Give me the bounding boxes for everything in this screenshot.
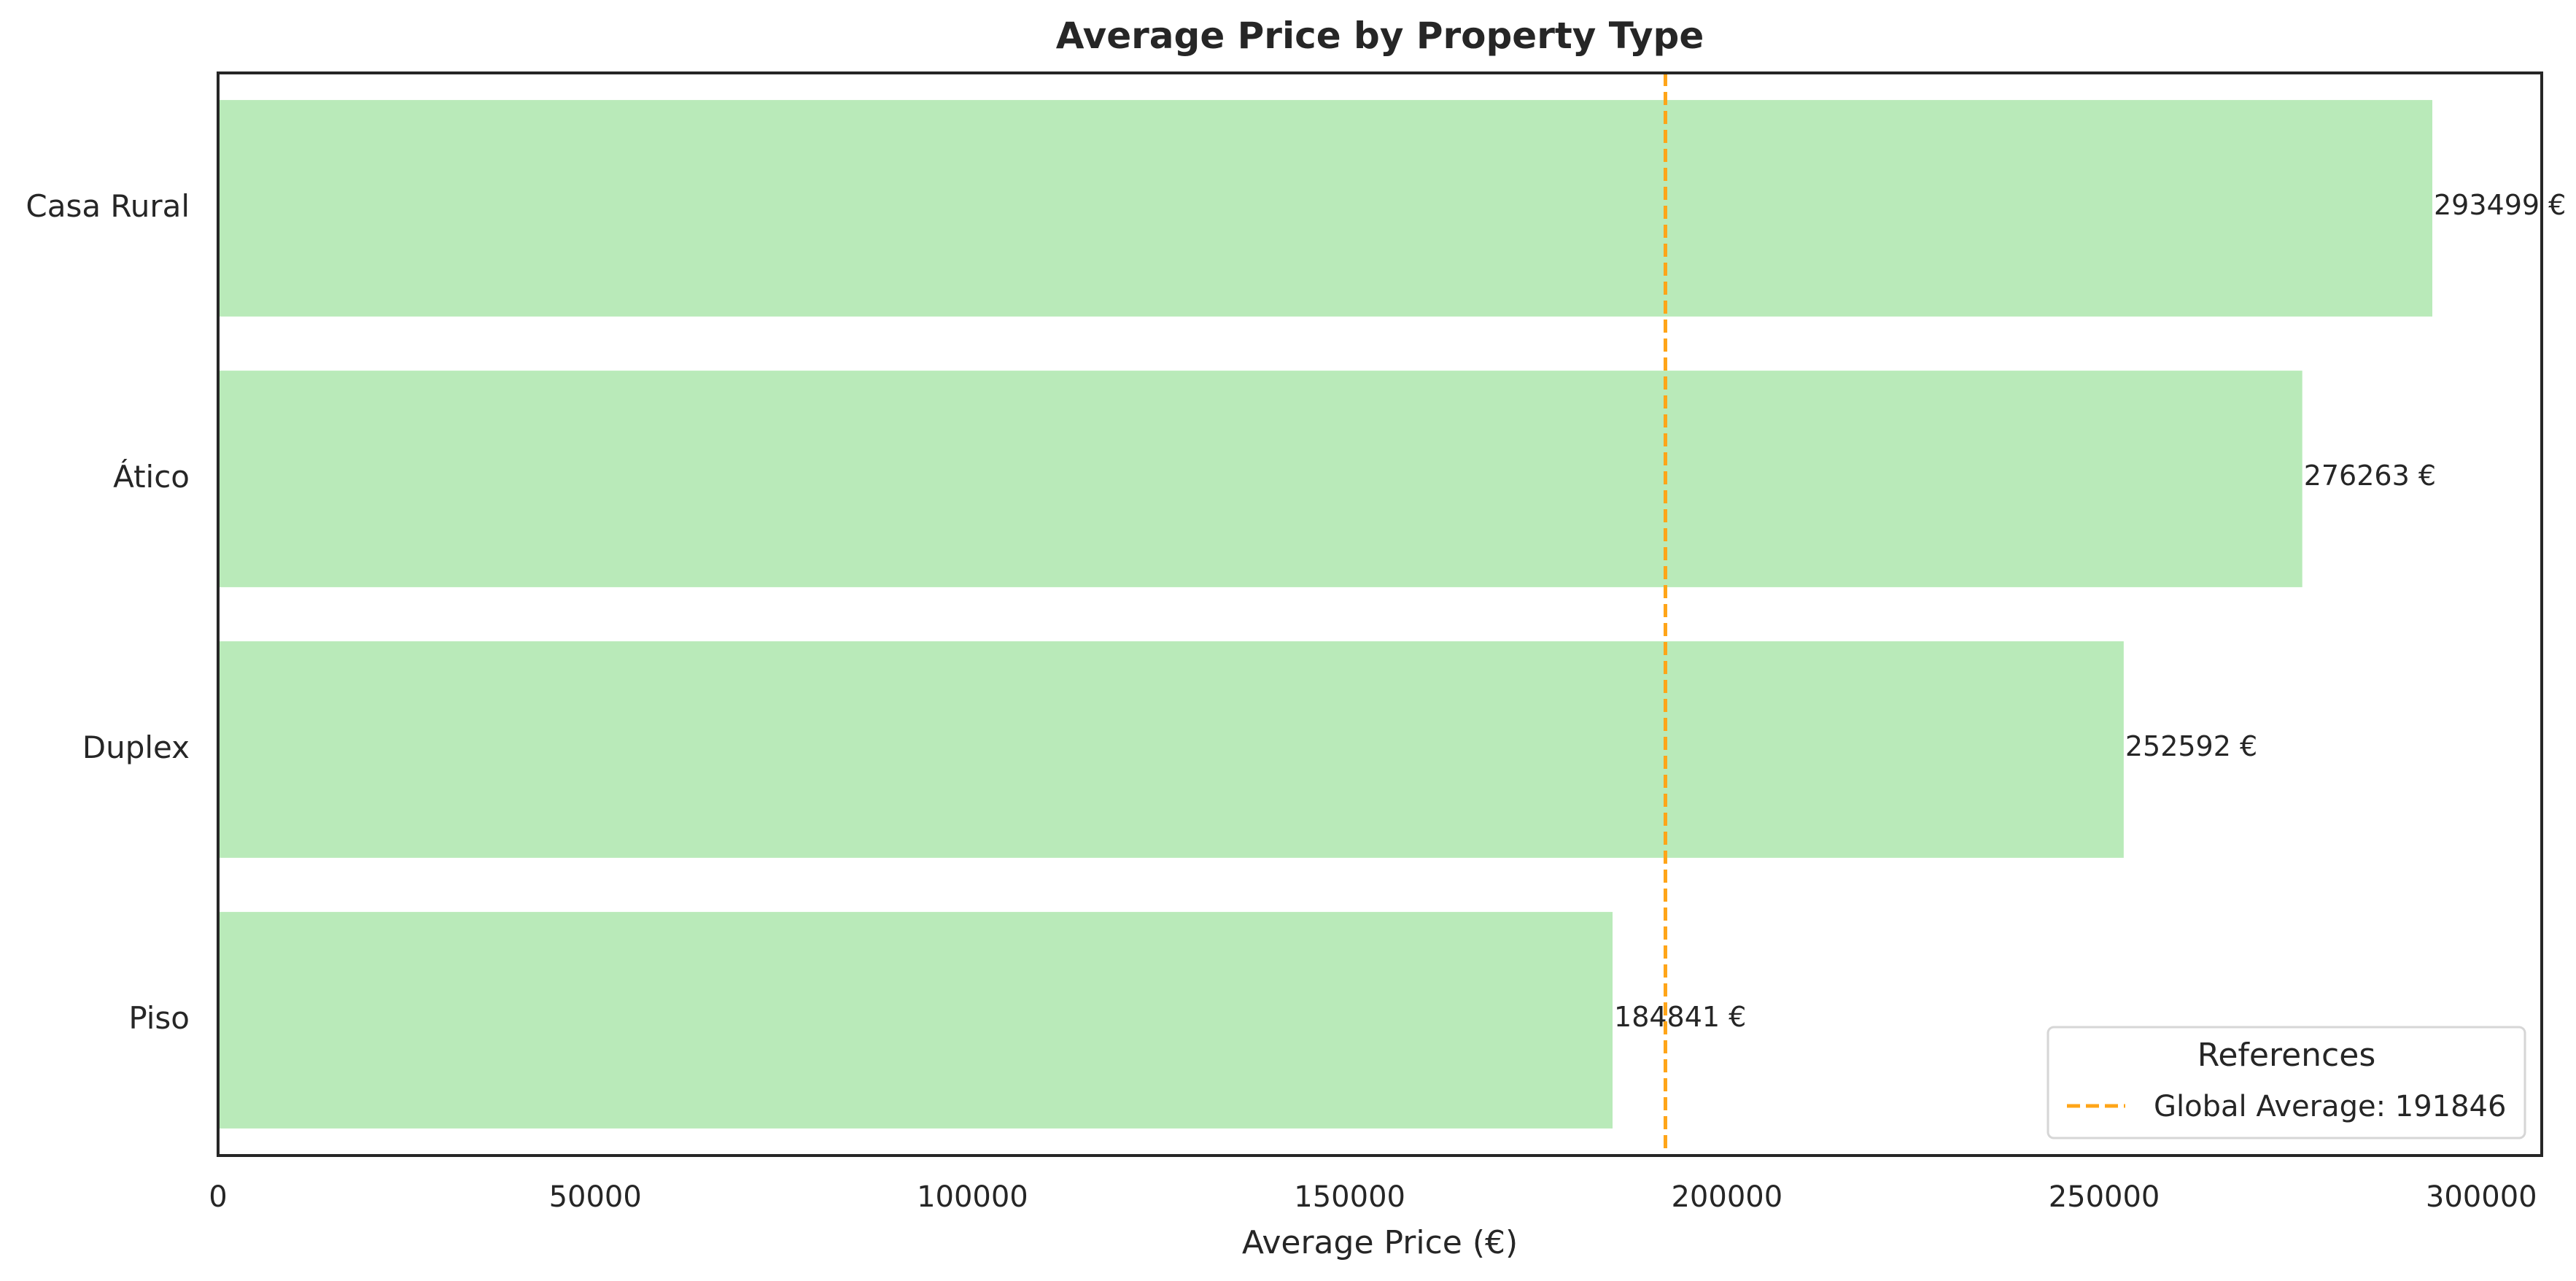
legend: References Global Average: 191846 — [2047, 1026, 2526, 1139]
y-axis-tick-labels: Casa Rural Ático Duplex Piso — [26, 188, 190, 1036]
value-label-piso: 184841 € — [1614, 1001, 1746, 1033]
plot-area-frame — [217, 71, 2543, 1157]
bars-group — [218, 100, 2432, 1129]
y-tick-label-atico: Ático — [113, 458, 190, 495]
x-tick-label-250000: 250000 — [2049, 1180, 2160, 1214]
value-label-atico: 276263 € — [2304, 460, 2436, 492]
x-tick-label-0: 0 — [209, 1180, 227, 1214]
y-tick-label-casa-rural: Casa Rural — [26, 188, 190, 224]
x-tick-label-50000: 50000 — [549, 1180, 642, 1214]
x-tick-label-300000: 300000 — [2426, 1180, 2537, 1214]
x-axis-tick-labels: 0 50000 100000 150000 200000 250000 300000 — [209, 1180, 2537, 1214]
bar-piso — [218, 912, 1613, 1129]
legend-box — [2047, 1026, 2526, 1139]
y-tick-label-duplex: Duplex — [82, 729, 190, 765]
y-tick-label-piso: Piso — [128, 1000, 190, 1036]
value-labels-group: 293499 € 276263 € 252592 € 184841 € — [1614, 189, 2566, 1033]
bar-atico — [218, 371, 2303, 587]
x-tick-label-150000: 150000 — [1294, 1180, 1405, 1214]
legend-entry-global-average: Global Average: 191846 — [2154, 1090, 2506, 1123]
chart-title: Average Price by Property Type — [1056, 15, 1704, 57]
value-label-casa-rural: 293499 € — [2434, 189, 2566, 221]
bar-casa-rural — [218, 100, 2432, 317]
x-axis-label: Average Price (€) — [1242, 1224, 1518, 1261]
x-tick-label-200000: 200000 — [1671, 1180, 1782, 1214]
value-label-duplex: 252592 € — [2125, 730, 2257, 762]
legend-title: References — [2197, 1037, 2376, 1074]
x-tick-label-100000: 100000 — [917, 1180, 1028, 1214]
bar-duplex — [218, 641, 2124, 858]
